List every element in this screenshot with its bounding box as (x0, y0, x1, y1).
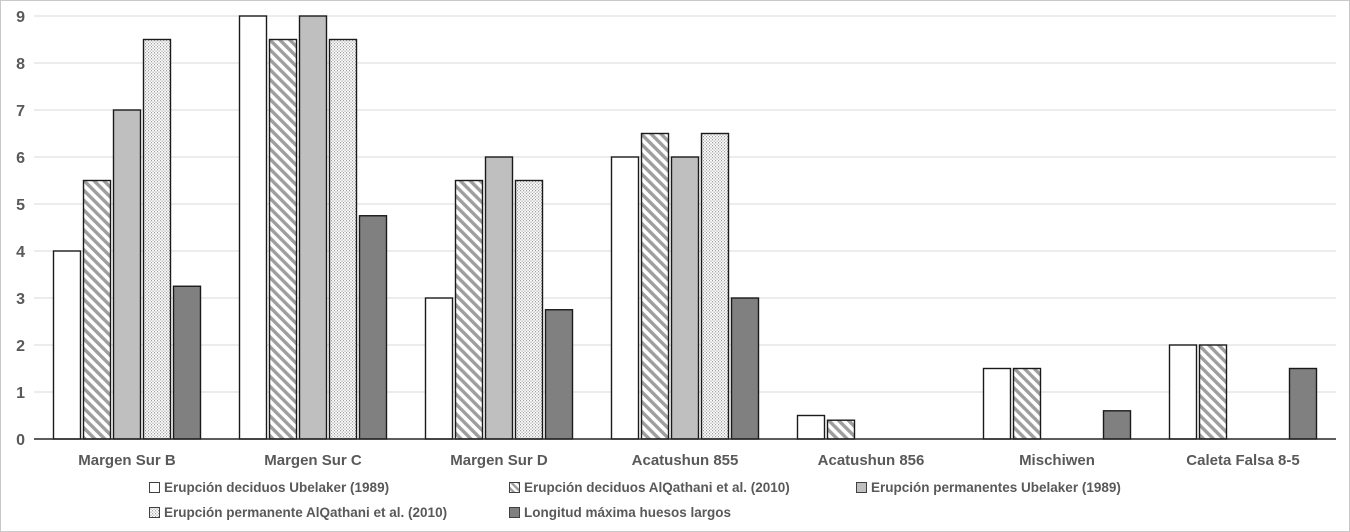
y-axis-tick-label: 0 (16, 432, 25, 449)
bar-dots-group0 (142, 38, 172, 440)
y-axis-tick-label: 4 (16, 244, 25, 261)
x-axis-category-label: Margen Sur D (450, 452, 548, 469)
bar-lightgray-group1 (298, 15, 328, 440)
bar-hatch-group3 (640, 132, 670, 440)
x-axis-category-label: Acatushun 856 (818, 452, 925, 469)
chart-plot-area: 0 1 2 3 4 5 6 7 8 9 Margen Sur B Margen Sur C Margen… (16, 9, 1336, 469)
bar-darkgray-group1 (358, 215, 388, 440)
legend-item-label: Erupción permanentes Ubelaker (1989) (871, 480, 1121, 495)
x-axis-category-label: Acatushun 855 (632, 452, 739, 469)
bar-white-group4 (796, 414, 826, 440)
bar-hatch-group6 (1198, 344, 1228, 440)
bar-lightgray-group0 (112, 109, 142, 440)
x-axis-category-label: Caleta Falsa 8-5 (1186, 452, 1299, 469)
y-axis-tick-label: 8 (16, 56, 25, 73)
bar-dots-group2 (514, 179, 544, 440)
bar-darkgray-group3 (730, 297, 760, 440)
bar-darkgray-group0 (172, 285, 202, 440)
bar-lightgray-group3 (670, 156, 700, 440)
legend-item: Erupción permanente AlQathani et al. (20… (149, 505, 509, 520)
chart-legend: Erupción deciduos Ubelaker (1989) Erupció… (149, 475, 1121, 525)
legend-swatch-icon (856, 482, 867, 493)
bar-white-group6 (1168, 344, 1198, 440)
bar-white-group3 (610, 156, 640, 440)
legend-swatch-icon (509, 507, 520, 518)
bar-white-group1 (238, 15, 268, 440)
legend-item-label: Erupción deciduos Ubelaker (1989) (164, 480, 390, 495)
bar-hatch-group0 (82, 179, 112, 440)
y-axis-tick-label: 7 (16, 103, 25, 120)
bar-dots-group1 (328, 38, 358, 440)
legend-item-label: Erupción deciduos AlQathani et al. (2010… (524, 480, 790, 495)
legend-item: Longitud máxima huesos largos (509, 505, 856, 520)
legend-row: Erupción permanente AlQathani et al. (20… (149, 500, 1121, 525)
legend-item: Erupción permanentes Ubelaker (1989) (856, 480, 1121, 495)
x-axis-category-label: Margen Sur B (78, 452, 176, 469)
bar-darkgray-group2 (544, 309, 574, 440)
legend-swatch-icon (149, 507, 160, 518)
x-axis-category-label: Mischiwen (1019, 452, 1095, 469)
legend-item-label: Erupción permanente AlQathani et al. (20… (164, 505, 448, 520)
y-axis-tick-label: 9 (16, 9, 25, 26)
y-axis-tick-label: 3 (16, 291, 25, 308)
legend-item-label: Longitud máxima huesos largos (524, 505, 732, 520)
legend-item: Erupción deciduos AlQathani et al. (2010… (509, 480, 856, 495)
bar-darkgray-group6 (1288, 367, 1318, 440)
y-axis-tick-label: 5 (16, 197, 25, 214)
bar-hatch-group5 (1012, 367, 1042, 440)
legend-row: Erupción deciduos Ubelaker (1989) Erupció… (149, 475, 1121, 500)
legend-item: Erupción deciduos Ubelaker (1989) (149, 480, 509, 495)
bar-dots-group3 (700, 132, 730, 440)
bar-hatch-group4 (826, 419, 856, 440)
y-axis-tick-label: 2 (16, 338, 25, 355)
bar-lightgray-group2 (484, 156, 514, 440)
bar-white-group5 (982, 367, 1012, 440)
bar-hatch-group2 (454, 179, 484, 440)
y-axis-tick-label: 1 (16, 385, 25, 402)
bar-darkgray-group5 (1102, 410, 1132, 440)
x-axis-category-label: Margen Sur C (264, 452, 362, 469)
bar-white-group2 (424, 297, 454, 440)
y-axis-tick-label: 6 (16, 150, 25, 167)
bar-white-group0 (52, 250, 82, 440)
bar-hatch-group1 (268, 38, 298, 440)
legend-swatch-icon (509, 482, 520, 493)
legend-swatch-icon (149, 482, 160, 493)
